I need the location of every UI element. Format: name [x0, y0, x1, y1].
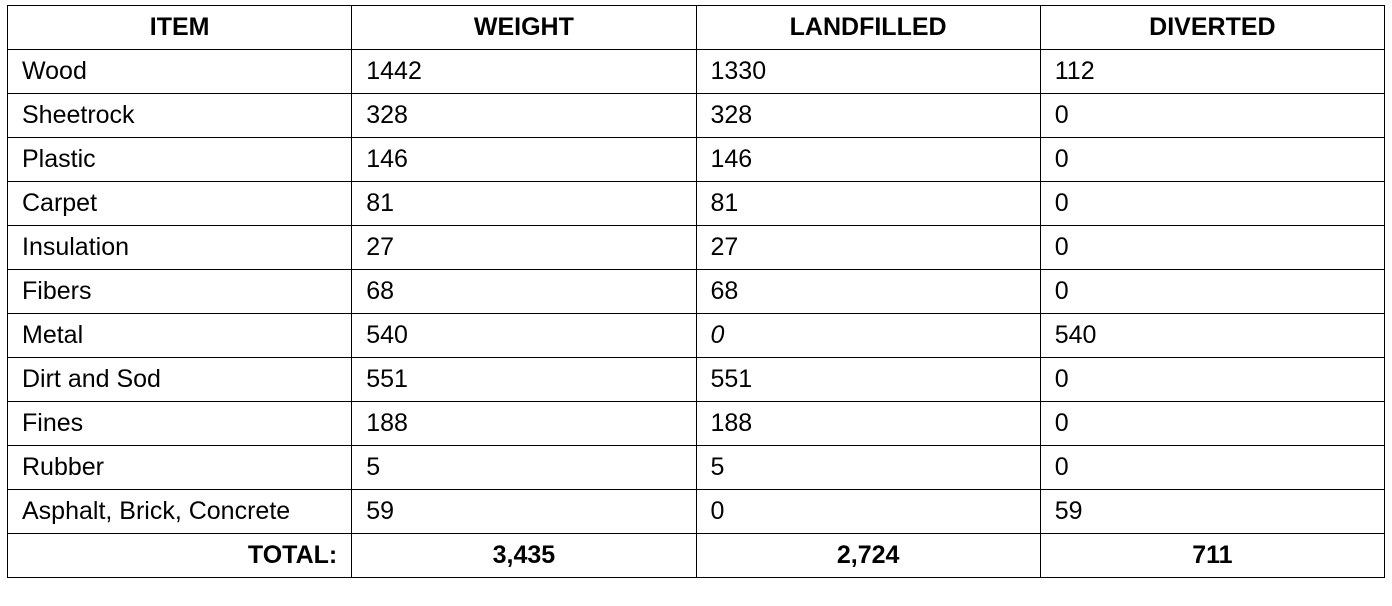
value-cell: 1330 [695, 49, 1041, 94]
value-cell: 0 [1039, 401, 1386, 446]
value-cell: 5 [695, 445, 1041, 490]
value-cell: 81 [351, 181, 697, 226]
header-row: ITEM WEIGHT LANDFILLED DIVERTED [6, 5, 1386, 50]
table-row: Wood 1442 1330 112 [6, 49, 1386, 94]
value-cell: 146 [351, 137, 697, 182]
item-cell: Insulation [6, 225, 353, 270]
item-cell: Metal [6, 313, 353, 358]
table-row: Fibers 68 68 0 [6, 269, 1386, 314]
table-row: Asphalt, Brick, Concrete 59 0 59 [6, 489, 1386, 534]
total-row: TOTAL: 3,435 2,724 711 [6, 533, 1386, 578]
value-cell: 0 [1039, 357, 1386, 402]
table-body: Wood 1442 1330 112 Sheetrock 328 328 0 Plastic 14… [6, 49, 1386, 534]
value-cell: 146 [695, 137, 1041, 182]
column-header: DIVERTED [1039, 5, 1386, 50]
value-cell: 68 [695, 269, 1041, 314]
total-cell: 2,724 [695, 533, 1041, 578]
item-cell: Plastic [6, 137, 353, 182]
total-cell: 3,435 [351, 533, 697, 578]
item-cell: Dirt and Sod [6, 357, 353, 402]
table-row: Sheetrock 328 328 0 [6, 93, 1386, 138]
value-cell: 540 [351, 313, 697, 358]
value-cell: 0 [1039, 93, 1386, 138]
item-cell: Wood [6, 49, 353, 94]
column-header: ITEM [6, 5, 353, 50]
column-header: WEIGHT [351, 5, 697, 50]
table-row: Metal 540 0 540 [6, 313, 1386, 358]
column-header: LANDFILLED [695, 5, 1041, 50]
value-cell: 27 [351, 225, 697, 270]
value-cell: 0 [695, 313, 1041, 358]
table-row: Fines 188 188 0 [6, 401, 1386, 446]
value-cell: 27 [695, 225, 1041, 270]
item-cell: Rubber [6, 445, 353, 490]
item-cell: Fibers [6, 269, 353, 314]
item-cell: Sheetrock [6, 93, 353, 138]
table-row: Carpet 81 81 0 [6, 181, 1386, 226]
table-row: Plastic 146 146 0 [6, 137, 1386, 182]
total-cell: 711 [1039, 533, 1386, 578]
value-cell: 0 [1039, 181, 1386, 226]
item-cell: Asphalt, Brick, Concrete [6, 489, 353, 534]
value-cell: 59 [351, 489, 697, 534]
table-row: Dirt and Sod 551 551 0 [6, 357, 1386, 402]
value-cell: 0 [1039, 137, 1386, 182]
waste-table: ITEM WEIGHT LANDFILLED DIVERTED Wood 1442 133… [6, 5, 1386, 578]
table-header: ITEM WEIGHT LANDFILLED DIVERTED [6, 5, 1386, 50]
value-cell: 68 [351, 269, 697, 314]
value-cell: 112 [1039, 49, 1386, 94]
value-cell: 188 [351, 401, 697, 446]
value-cell: 0 [1039, 445, 1386, 490]
value-cell: 1442 [351, 49, 697, 94]
value-cell: 551 [695, 357, 1041, 402]
value-cell: 328 [695, 93, 1041, 138]
item-cell: Carpet [6, 181, 353, 226]
table-footer: TOTAL: 3,435 2,724 711 [6, 533, 1386, 578]
value-cell: 540 [1039, 313, 1386, 358]
value-cell: 0 [1039, 225, 1386, 270]
value-cell: 551 [351, 357, 697, 402]
table-row: Rubber 5 5 0 [6, 445, 1386, 490]
value-cell: 5 [351, 445, 697, 490]
value-cell: 328 [351, 93, 697, 138]
value-cell: 81 [695, 181, 1041, 226]
value-cell: 59 [1039, 489, 1386, 534]
item-cell: Fines [6, 401, 353, 446]
value-cell: 0 [695, 489, 1041, 534]
value-cell: 0 [1039, 269, 1386, 314]
value-cell: 188 [695, 401, 1041, 446]
total-label: TOTAL: [6, 533, 353, 578]
table-row: Insulation 27 27 0 [6, 225, 1386, 270]
